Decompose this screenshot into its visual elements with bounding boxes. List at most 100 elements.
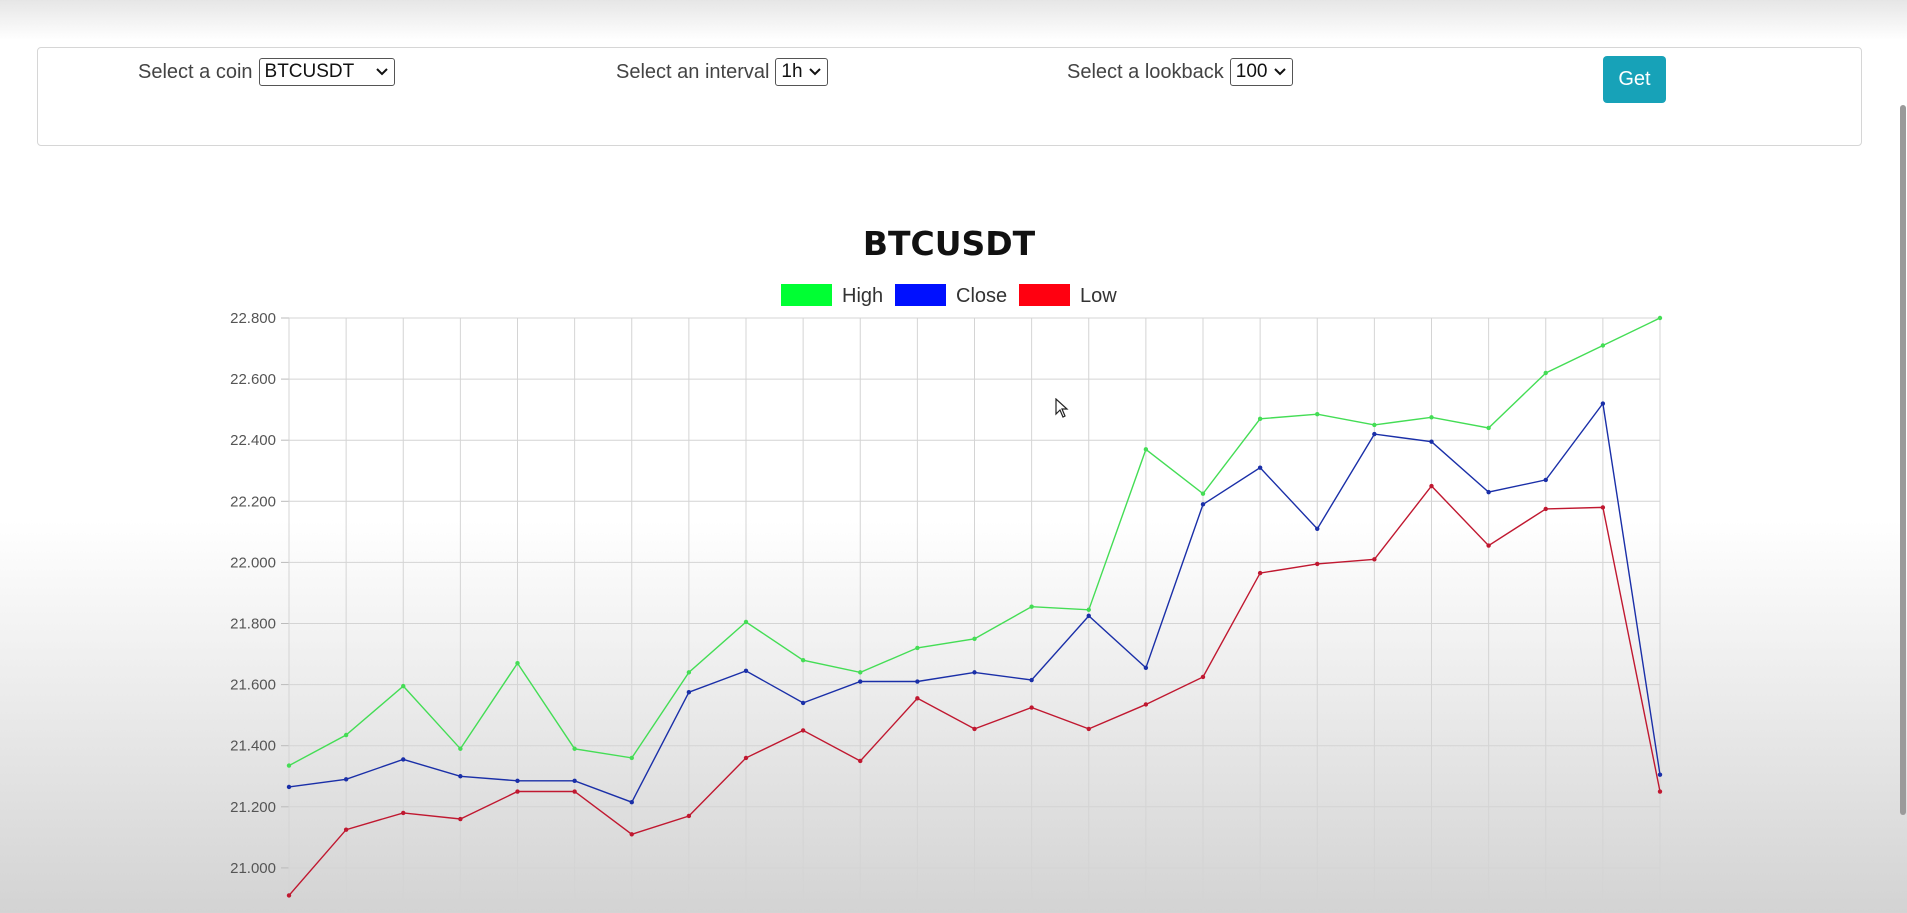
coin-select[interactable]: BTCUSDT [258, 58, 395, 86]
data-point-high [515, 661, 520, 666]
data-point-high [401, 683, 406, 689]
data-point-low [515, 789, 520, 794]
data-point-close [1086, 613, 1091, 619]
y-tick-label: 22.200 [230, 493, 276, 510]
data-point-low [1486, 543, 1491, 548]
data-point-high [1029, 604, 1034, 609]
data-point-close [1200, 502, 1206, 507]
data-point-high [743, 619, 749, 625]
data-point-high [343, 732, 349, 738]
data-point-high [629, 755, 634, 761]
legend-swatch [781, 284, 832, 306]
data-point-low [1543, 506, 1548, 512]
data-point-close [1543, 477, 1548, 483]
interval-select[interactable]: 1h [775, 58, 829, 86]
data-point-low [343, 827, 349, 832]
data-point-high [1429, 415, 1434, 420]
data-point-close [1372, 431, 1377, 437]
chevron-down-icon [808, 65, 822, 79]
y-tick-label: 21.600 [230, 677, 276, 694]
data-point-low [1143, 702, 1149, 707]
data-point-high [858, 670, 863, 675]
data-point-close [343, 777, 349, 782]
coin-control: Select a coin BTCUSDT [138, 58, 395, 86]
data-point-high [1657, 315, 1663, 321]
data-point-high [1543, 370, 1548, 376]
data-point-low [686, 813, 692, 819]
legend-swatch [1019, 284, 1070, 306]
data-point-close [401, 757, 406, 762]
y-tick-label: 22.600 [230, 371, 276, 388]
data-point-close [1657, 772, 1663, 777]
data-point-low [458, 816, 463, 822]
data-point-low [1429, 483, 1434, 489]
legend-label: Low [1080, 285, 1117, 307]
data-point-low [1315, 561, 1320, 567]
data-point-low [1600, 505, 1606, 510]
coin-label: Select a coin [138, 60, 253, 83]
data-point-close [572, 778, 577, 784]
y-tick-label: 22.800 [230, 310, 276, 327]
data-point-close [800, 700, 806, 706]
data-point-close [1486, 489, 1491, 495]
y-tick-label: 21.800 [230, 616, 276, 633]
lookback-select[interactable]: 100 [1229, 58, 1293, 86]
data-point-close [686, 690, 692, 695]
data-point-close [743, 668, 749, 674]
data-point-high [1200, 491, 1206, 496]
y-tick-label: 22.400 [230, 432, 276, 449]
data-point-low [1086, 726, 1091, 732]
data-point-high [458, 746, 463, 751]
lookback-select-value: 100 [1235, 61, 1268, 82]
legend-swatch [895, 284, 946, 306]
legend-item-high: High [781, 284, 883, 307]
data-point-high [286, 763, 292, 768]
data-point-low [401, 810, 406, 816]
data-point-close [1429, 439, 1434, 444]
data-point-close [858, 679, 863, 684]
scrollbar-thumb[interactable] [1900, 105, 1906, 815]
legend-item-low: Low [1019, 284, 1117, 307]
data-point-close [629, 800, 634, 805]
interval-label: Select an interval [616, 60, 770, 83]
data-point-low [972, 726, 977, 732]
data-point-low [858, 758, 863, 764]
interval-control: Select an interval 1h [616, 58, 829, 86]
data-point-close [1315, 526, 1320, 531]
data-point-close [1029, 677, 1034, 683]
lookback-label: Select a lookback [1067, 60, 1224, 83]
vertical-scrollbar[interactable] [1899, 0, 1907, 913]
get-button[interactable]: Get [1603, 56, 1666, 103]
data-point-high [686, 670, 692, 675]
data-point-low [629, 832, 634, 837]
mouse-pointer-icon [1055, 397, 1069, 418]
data-point-close [972, 670, 977, 675]
lookback-control: Select a lookback 100 [1067, 58, 1293, 86]
y-tick-label: 22.000 [230, 554, 276, 571]
data-point-high [572, 746, 577, 751]
legend-label: Close [956, 285, 1007, 307]
data-point-low [1657, 789, 1663, 794]
data-point-low [800, 728, 806, 733]
data-point-low [572, 789, 577, 794]
data-point-close [1143, 665, 1149, 670]
data-point-low [1200, 674, 1206, 680]
y-tick-label: 21.000 [230, 860, 276, 877]
legend-item-close: Close [895, 284, 1007, 307]
controls-panel: Select a coin BTCUSDT Select an interval… [37, 47, 1862, 146]
data-point-high [1486, 425, 1491, 431]
data-point-high [1600, 343, 1606, 348]
coin-select-value: BTCUSDT [264, 61, 355, 82]
chevron-down-icon [1273, 65, 1287, 79]
data-point-high [1372, 422, 1377, 428]
data-point-close [915, 679, 920, 684]
chevron-down-icon [375, 65, 389, 79]
data-point-low [286, 893, 292, 898]
data-point-high [1257, 416, 1263, 422]
data-point-high [972, 636, 977, 641]
data-point-high [1143, 447, 1149, 452]
data-point-close [286, 784, 292, 790]
y-tick-label: 21.400 [230, 738, 276, 755]
data-point-low [1257, 570, 1263, 576]
